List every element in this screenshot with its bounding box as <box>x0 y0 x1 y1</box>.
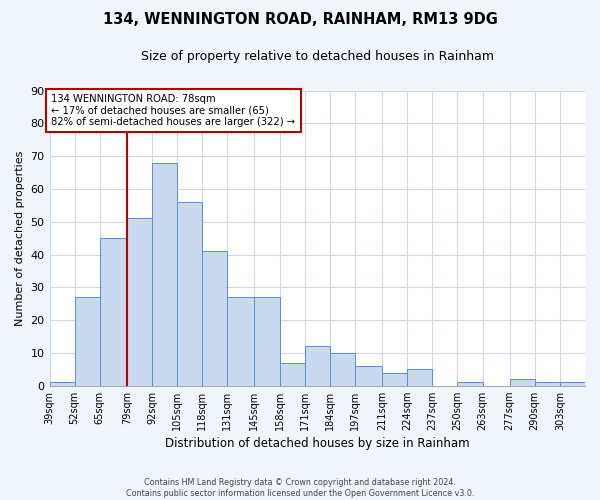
Text: 134 WENNINGTON ROAD: 78sqm
← 17% of detached houses are smaller (65)
82% of semi: 134 WENNINGTON ROAD: 78sqm ← 17% of deta… <box>52 94 296 127</box>
Bar <box>100 238 127 386</box>
Title: Size of property relative to detached houses in Rainham: Size of property relative to detached ho… <box>141 50 494 63</box>
Bar <box>280 362 305 386</box>
Bar <box>382 372 407 386</box>
Bar <box>457 382 482 386</box>
Bar <box>127 218 152 386</box>
Bar <box>509 379 535 386</box>
Bar <box>177 202 202 386</box>
Bar <box>74 297 100 386</box>
Y-axis label: Number of detached properties: Number of detached properties <box>15 150 25 326</box>
Bar <box>227 297 254 386</box>
Bar <box>407 370 432 386</box>
Bar <box>50 382 74 386</box>
Bar <box>560 382 585 386</box>
Text: Contains HM Land Registry data © Crown copyright and database right 2024.
Contai: Contains HM Land Registry data © Crown c… <box>126 478 474 498</box>
Bar <box>254 297 280 386</box>
Bar <box>305 346 330 386</box>
Text: 134, WENNINGTON ROAD, RAINHAM, RM13 9DG: 134, WENNINGTON ROAD, RAINHAM, RM13 9DG <box>103 12 497 28</box>
Bar <box>202 251 227 386</box>
Bar <box>535 382 560 386</box>
Bar <box>355 366 382 386</box>
Bar <box>152 162 177 386</box>
Bar <box>330 353 355 386</box>
X-axis label: Distribution of detached houses by size in Rainham: Distribution of detached houses by size … <box>165 437 470 450</box>
